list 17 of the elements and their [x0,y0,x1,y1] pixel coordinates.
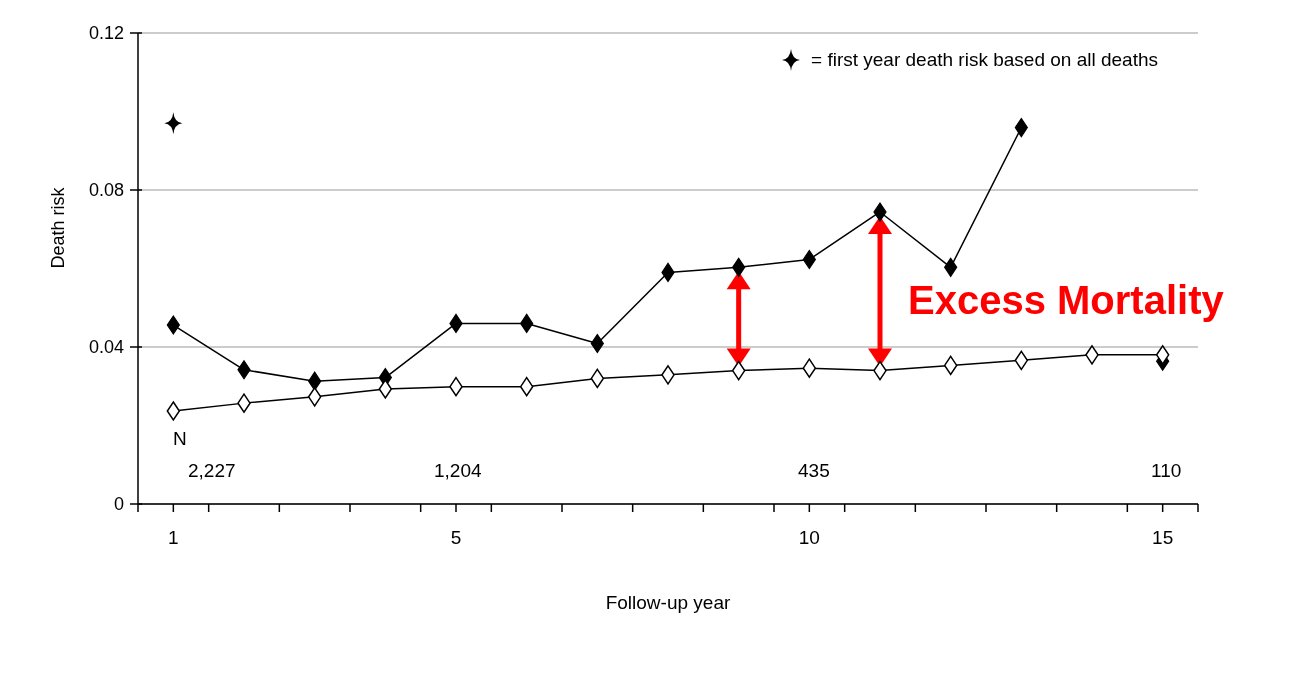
annotation: 435 [798,460,830,482]
annotation: Excess Mortality [908,278,1224,323]
x-tick-label: 10 [798,527,820,548]
annotation: N [173,428,187,450]
y-tick-label: 0.04 [88,337,124,357]
annotation: 2,227 [188,460,236,482]
x-axis-title: Follow-up year [605,592,731,613]
y-tick-label: 0.12 [88,23,124,43]
annotation: 1,204 [434,460,482,482]
x-tick-label: 5 [450,527,462,548]
x-tick-label: 15 [1152,527,1174,548]
y-axis-title: Death risk [48,186,69,269]
annotation: 110 [1151,460,1182,482]
y-tick-label: 0 [113,494,124,514]
y-tick-label: 0.08 [88,180,124,200]
legend-label: = first year death risk based on all deaths [811,49,1158,71]
x-tick-label: 1 [168,527,179,548]
